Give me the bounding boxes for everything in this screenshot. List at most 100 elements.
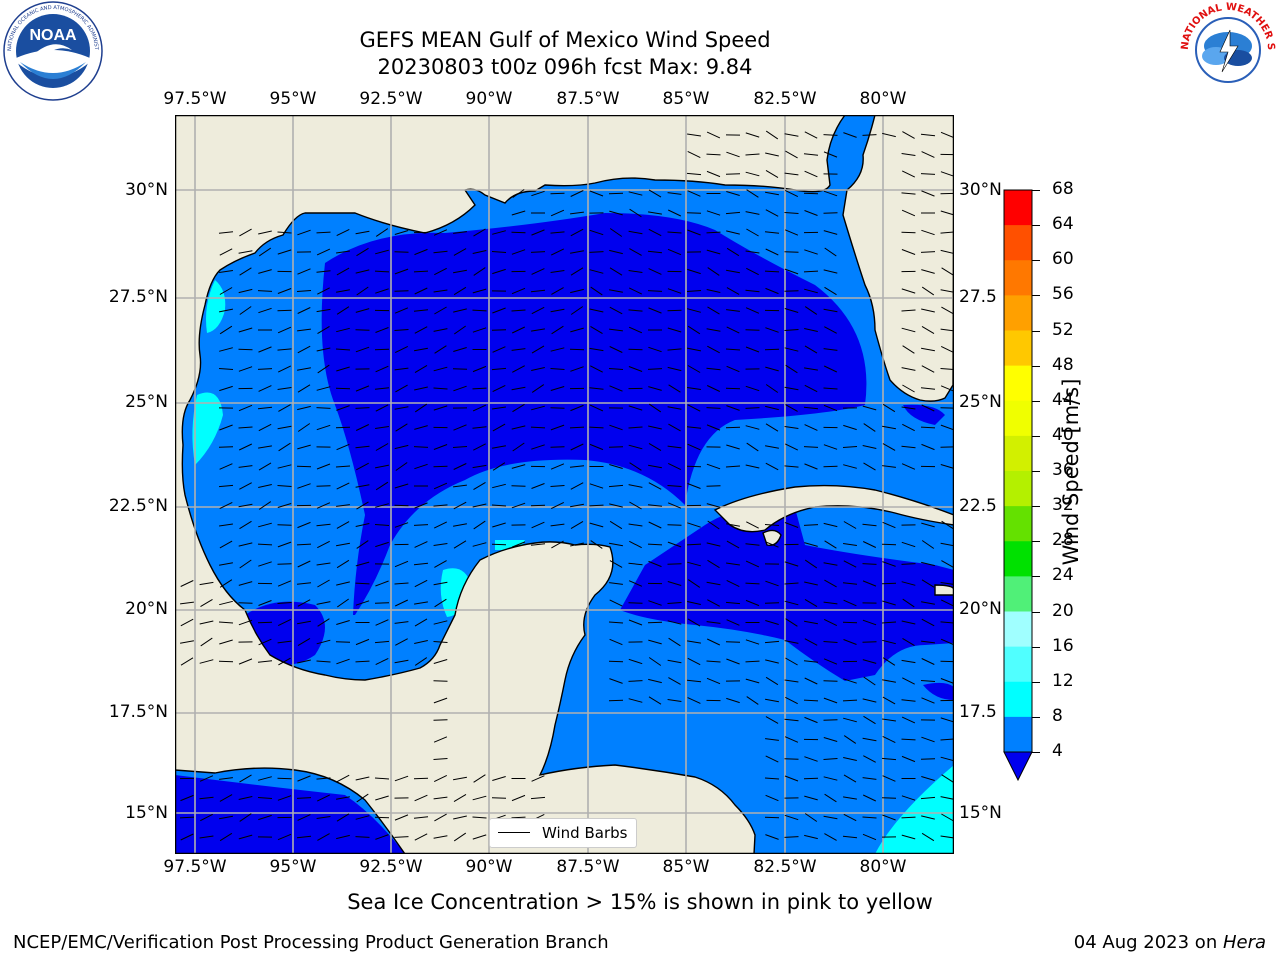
wind-barbs-legend: Wind Barbs [489, 818, 637, 848]
wind-barb [375, 365, 389, 373]
wind-barb [941, 560, 954, 568]
wind-barb [434, 345, 447, 354]
wind-barb [434, 306, 447, 315]
wind-barb [453, 248, 467, 256]
wind-barb [746, 521, 759, 529]
colorbar-tick-label: 64 [1052, 214, 1074, 235]
wind-barb [296, 582, 312, 585]
wind-barb [687, 483, 701, 489]
wind-barb [686, 290, 702, 292]
wind-barb [745, 250, 760, 254]
x-tick-bottom-8: 80°W [859, 857, 907, 877]
wind-barb [726, 269, 740, 274]
wind-barb [940, 638, 954, 646]
wind-barb [628, 680, 643, 682]
wind-barb [395, 462, 408, 471]
wind-barb [414, 502, 428, 509]
wind-barb [628, 270, 643, 273]
wind-barb [590, 286, 603, 296]
colorbar-tick-mark [1032, 506, 1040, 508]
wind-barb [940, 678, 954, 684]
wind-barb [725, 465, 741, 468]
wind-barb [687, 579, 701, 588]
wind-barb [433, 366, 448, 372]
wind-barb [862, 737, 877, 742]
wind-barb [336, 366, 350, 372]
wind-barb [706, 385, 721, 392]
wind-barb [511, 249, 526, 255]
wind-barb [511, 425, 526, 430]
wind-barb [239, 559, 252, 569]
wind-barb [862, 580, 877, 587]
wind-barb [570, 306, 584, 315]
wind-barb [608, 192, 624, 195]
wind-barb [297, 620, 311, 625]
colorbar-tick-label: 8 [1052, 705, 1063, 726]
wind-barb [726, 444, 740, 450]
wind-barb [199, 796, 214, 800]
wind-barb [492, 776, 506, 781]
wind-barb [648, 403, 662, 413]
wind-barb [297, 560, 311, 568]
wind-barb [375, 619, 389, 626]
x-tick-top-2: 95°W [269, 89, 317, 109]
wind-barb [824, 579, 837, 588]
wind-barb [277, 580, 292, 587]
wind-barb [355, 329, 370, 331]
wind-barb [863, 676, 876, 686]
wind-barb [902, 345, 915, 354]
wind-barb [472, 503, 487, 508]
colorbar-tick-label: 44 [1052, 389, 1074, 410]
wind-barb [570, 211, 584, 215]
wind-barb [472, 404, 487, 412]
wind-barb [433, 736, 448, 743]
wind-barb [726, 523, 740, 527]
wind-barb [317, 325, 330, 335]
x-tick-top-6: 85°W [662, 89, 710, 109]
wind-barb [882, 403, 896, 413]
wind-barb [530, 504, 546, 507]
wind-barb [219, 347, 233, 352]
wind-barb [921, 601, 935, 605]
wind-barb [472, 387, 487, 390]
wind-barb [277, 602, 292, 604]
wind-barb [648, 639, 662, 645]
wind-barb [297, 659, 311, 664]
wind-barb [824, 833, 837, 841]
wind-barb [278, 657, 291, 666]
wind-barb [336, 482, 350, 490]
wind-barb [453, 463, 467, 470]
wind-barb [784, 679, 799, 683]
wind-barb [492, 307, 506, 314]
wind-barb [706, 581, 721, 586]
wind-barb [687, 308, 701, 313]
colorbar-tick-label: 24 [1052, 565, 1074, 586]
wind-barb [784, 814, 799, 821]
wind-barb [668, 384, 681, 393]
wind-barb [765, 327, 779, 333]
wind-barb [862, 641, 877, 643]
wind-barb [277, 348, 292, 351]
wind-barb [531, 521, 545, 529]
wind-barb [882, 132, 896, 138]
wind-barb [901, 445, 916, 449]
wind-barb [609, 424, 623, 431]
wind-barb [589, 229, 604, 236]
wind-barb [434, 267, 447, 276]
wind-barb [940, 464, 954, 469]
wind-barb [725, 348, 741, 351]
wind-barb [940, 835, 954, 839]
wind-barb [823, 776, 838, 781]
wind-barb [804, 328, 818, 332]
wind-barb [239, 228, 252, 237]
wind-barb [628, 191, 643, 196]
wind-barb [414, 326, 428, 334]
wind-barb [823, 230, 838, 235]
wind-barb [765, 541, 779, 548]
wind-barb [941, 267, 954, 276]
colorbar-tick-mark [1032, 471, 1040, 472]
land [175, 115, 954, 854]
wind-barb [609, 638, 623, 646]
wind-barb [901, 406, 916, 410]
wind-barb [706, 367, 721, 371]
